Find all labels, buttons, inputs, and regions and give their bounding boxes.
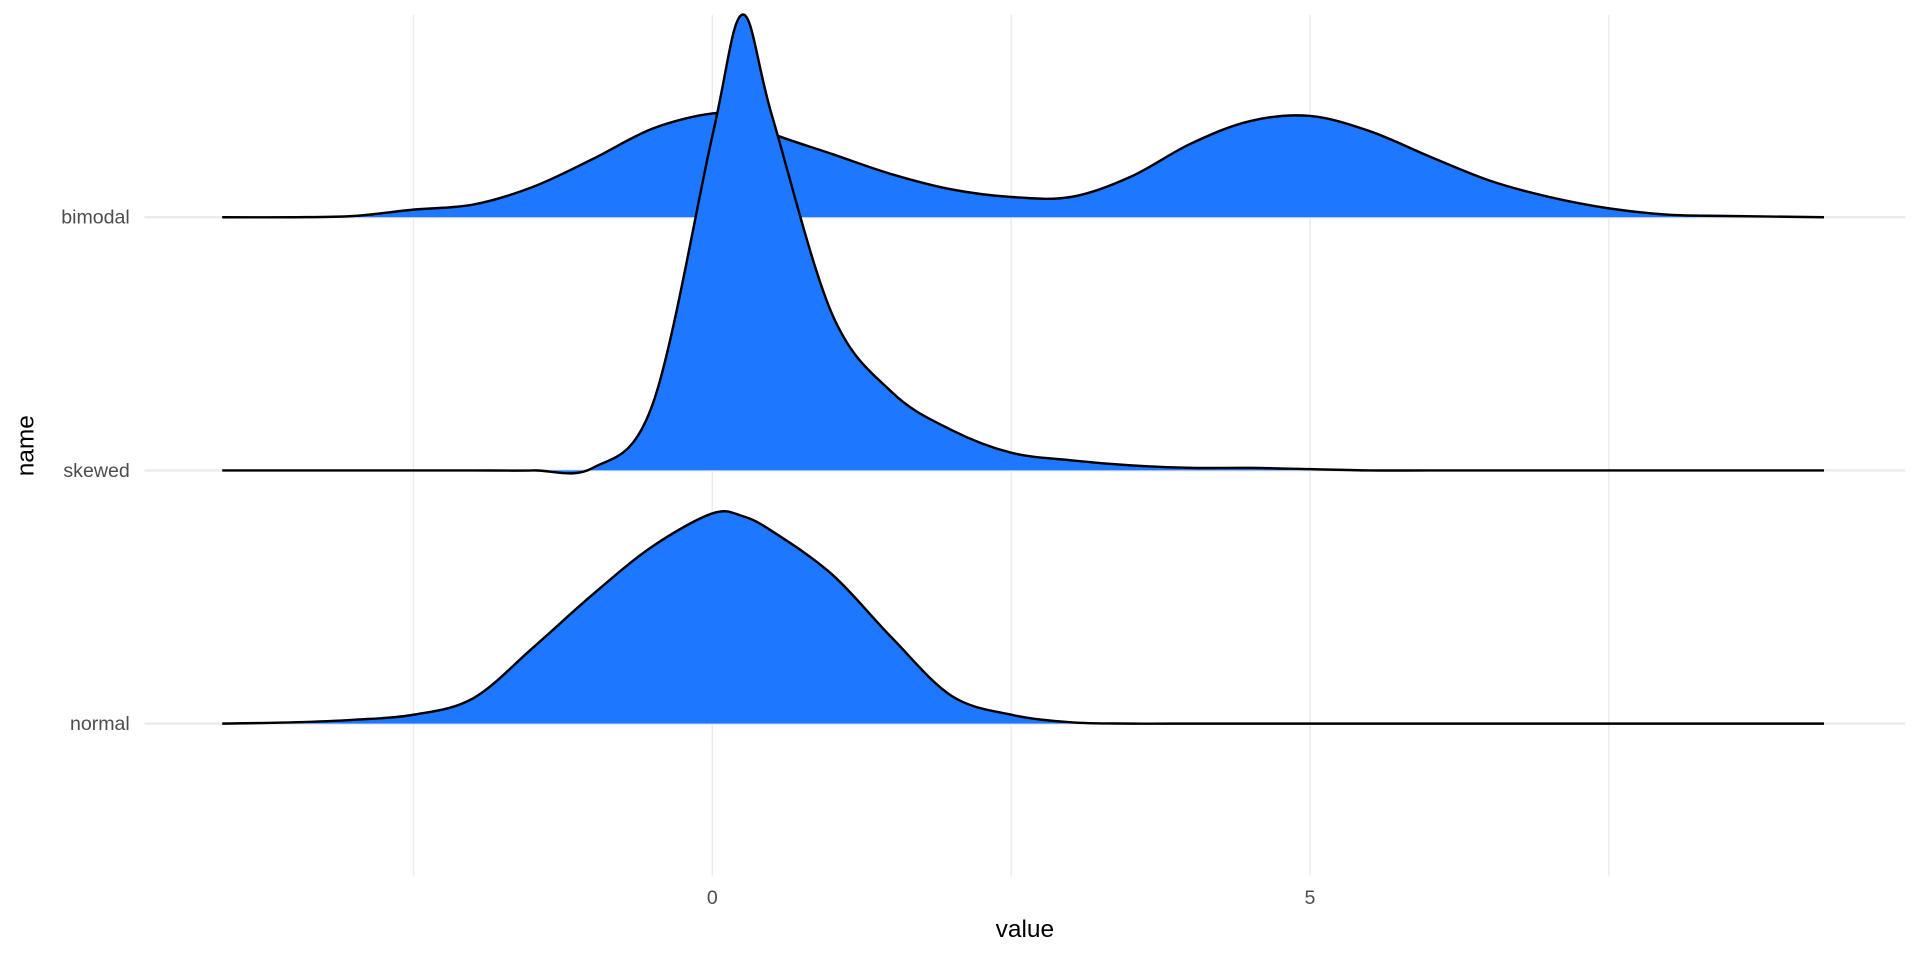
y-tick-label: skewed: [63, 460, 129, 482]
y-axis-title: name: [12, 415, 39, 476]
ridge-line: [222, 13, 1825, 475]
x-tick-label: 5: [1305, 887, 1316, 909]
ridge-area: [222, 511, 1825, 724]
y-tick-label: normal: [70, 713, 130, 735]
ridge-area: [222, 14, 1825, 474]
ridge-line: [222, 510, 1825, 725]
plot: value name 0 5 normal skewed bimodal: [12, 13, 1906, 943]
y-tick-label: bimodal: [61, 207, 130, 229]
ridge-area: [222, 112, 1825, 218]
x-tick-label: 0: [707, 887, 718, 909]
x-axis-title: value: [996, 916, 1054, 943]
ridge-line: [222, 111, 1825, 219]
